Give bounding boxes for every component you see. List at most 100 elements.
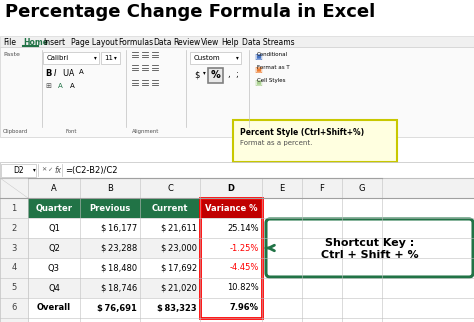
Text: B: B (45, 69, 51, 78)
FancyBboxPatch shape (28, 258, 80, 278)
Text: 4: 4 (11, 263, 17, 272)
Text: $ 18,746: $ 18,746 (101, 283, 137, 292)
Text: Overall: Overall (37, 304, 71, 312)
Text: ✕: ✕ (41, 167, 46, 173)
FancyBboxPatch shape (200, 238, 262, 258)
FancyBboxPatch shape (101, 52, 120, 63)
FancyBboxPatch shape (200, 218, 262, 238)
Text: fx: fx (54, 166, 61, 175)
Text: Alignment: Alignment (132, 129, 160, 134)
Text: $ 16,177: $ 16,177 (101, 223, 137, 232)
Text: ▾: ▾ (236, 55, 239, 61)
Text: Review: Review (173, 38, 201, 47)
FancyBboxPatch shape (80, 258, 140, 278)
Text: $ 76,691: $ 76,691 (97, 304, 137, 312)
Text: D: D (228, 184, 235, 193)
Text: $ 83,323: $ 83,323 (157, 304, 197, 312)
FancyBboxPatch shape (140, 238, 200, 258)
FancyBboxPatch shape (80, 218, 140, 238)
Text: %: % (211, 70, 221, 80)
FancyBboxPatch shape (1, 164, 36, 176)
Text: $ 18,480: $ 18,480 (101, 263, 137, 272)
FancyBboxPatch shape (80, 198, 140, 218)
Text: Calibri: Calibri (47, 55, 69, 61)
Text: Variance %: Variance % (205, 204, 257, 213)
Text: Shortcut Key :: Shortcut Key : (325, 238, 414, 248)
Text: $ 23,288: $ 23,288 (101, 243, 137, 252)
FancyBboxPatch shape (140, 198, 200, 218)
Text: Q4: Q4 (48, 283, 60, 292)
Text: ⊞: ⊞ (45, 83, 51, 89)
FancyBboxPatch shape (200, 258, 262, 278)
Text: $: $ (194, 70, 200, 79)
Text: Previous: Previous (90, 204, 131, 213)
Text: 7.96%: 7.96% (230, 304, 259, 312)
FancyBboxPatch shape (140, 258, 200, 278)
FancyBboxPatch shape (28, 218, 80, 238)
Text: 6: 6 (11, 304, 17, 312)
Text: Font: Font (65, 129, 77, 134)
Text: A: A (69, 69, 74, 78)
FancyBboxPatch shape (44, 52, 100, 63)
FancyBboxPatch shape (200, 198, 262, 218)
FancyBboxPatch shape (28, 238, 80, 258)
Text: A: A (51, 184, 57, 193)
Text: A: A (58, 83, 63, 89)
Text: Percent Style (Ctrl+Shift+%): Percent Style (Ctrl+Shift+%) (240, 128, 364, 137)
Text: ▣: ▣ (254, 78, 262, 87)
Text: File: File (3, 38, 16, 47)
Text: 5: 5 (11, 283, 17, 292)
Text: Current: Current (152, 204, 188, 213)
Text: =(C2-B2)/C2: =(C2-B2)/C2 (65, 166, 118, 175)
Text: Percentage Change Formula in Excel: Percentage Change Formula in Excel (5, 3, 375, 21)
Text: Insert: Insert (44, 38, 65, 47)
Text: ▾: ▾ (94, 55, 97, 61)
Text: $ 21,020: $ 21,020 (161, 283, 197, 292)
Text: G: G (359, 184, 365, 193)
Text: Help: Help (222, 38, 239, 47)
Text: I: I (54, 69, 56, 78)
FancyBboxPatch shape (80, 238, 140, 258)
FancyBboxPatch shape (0, 47, 474, 137)
Text: Data Streams: Data Streams (242, 38, 294, 47)
Text: Formulas: Formulas (118, 38, 153, 47)
FancyBboxPatch shape (80, 278, 140, 298)
Text: Ctrl + Shift + %: Ctrl + Shift + % (321, 250, 419, 260)
Text: ,: , (227, 70, 229, 79)
Text: ▾: ▾ (33, 167, 36, 173)
Text: 25.14%: 25.14% (228, 223, 259, 232)
FancyBboxPatch shape (0, 178, 474, 322)
Text: -4.45%: -4.45% (229, 263, 259, 272)
Text: Format as T: Format as T (257, 65, 290, 70)
FancyBboxPatch shape (0, 36, 474, 47)
Text: ✓: ✓ (47, 167, 52, 173)
Text: E: E (279, 184, 284, 193)
Text: Quarter: Quarter (36, 204, 73, 213)
Text: Cell Styles: Cell Styles (257, 78, 285, 83)
Text: Home: Home (23, 38, 48, 47)
Text: Data: Data (154, 38, 172, 47)
Text: ▾: ▾ (203, 70, 206, 75)
FancyBboxPatch shape (0, 162, 474, 178)
Text: $ 21,611: $ 21,611 (161, 223, 197, 232)
FancyBboxPatch shape (140, 298, 200, 318)
FancyBboxPatch shape (80, 298, 140, 318)
Text: D2: D2 (14, 166, 24, 175)
Text: Q2: Q2 (48, 243, 60, 252)
FancyBboxPatch shape (0, 178, 28, 322)
Text: View: View (201, 38, 219, 47)
Text: ▣: ▣ (254, 52, 262, 61)
FancyBboxPatch shape (28, 298, 80, 318)
Text: F: F (319, 184, 324, 193)
FancyBboxPatch shape (28, 278, 80, 298)
Text: 11: 11 (104, 55, 113, 61)
Text: U: U (62, 69, 68, 78)
Text: A: A (79, 69, 84, 75)
FancyBboxPatch shape (200, 278, 262, 298)
Text: Paste: Paste (3, 52, 20, 57)
Text: $ 17,692: $ 17,692 (161, 263, 197, 272)
FancyBboxPatch shape (0, 178, 474, 198)
Text: Clipboard: Clipboard (2, 129, 27, 134)
Text: Format as a percent.: Format as a percent. (240, 140, 312, 146)
FancyBboxPatch shape (140, 278, 200, 298)
